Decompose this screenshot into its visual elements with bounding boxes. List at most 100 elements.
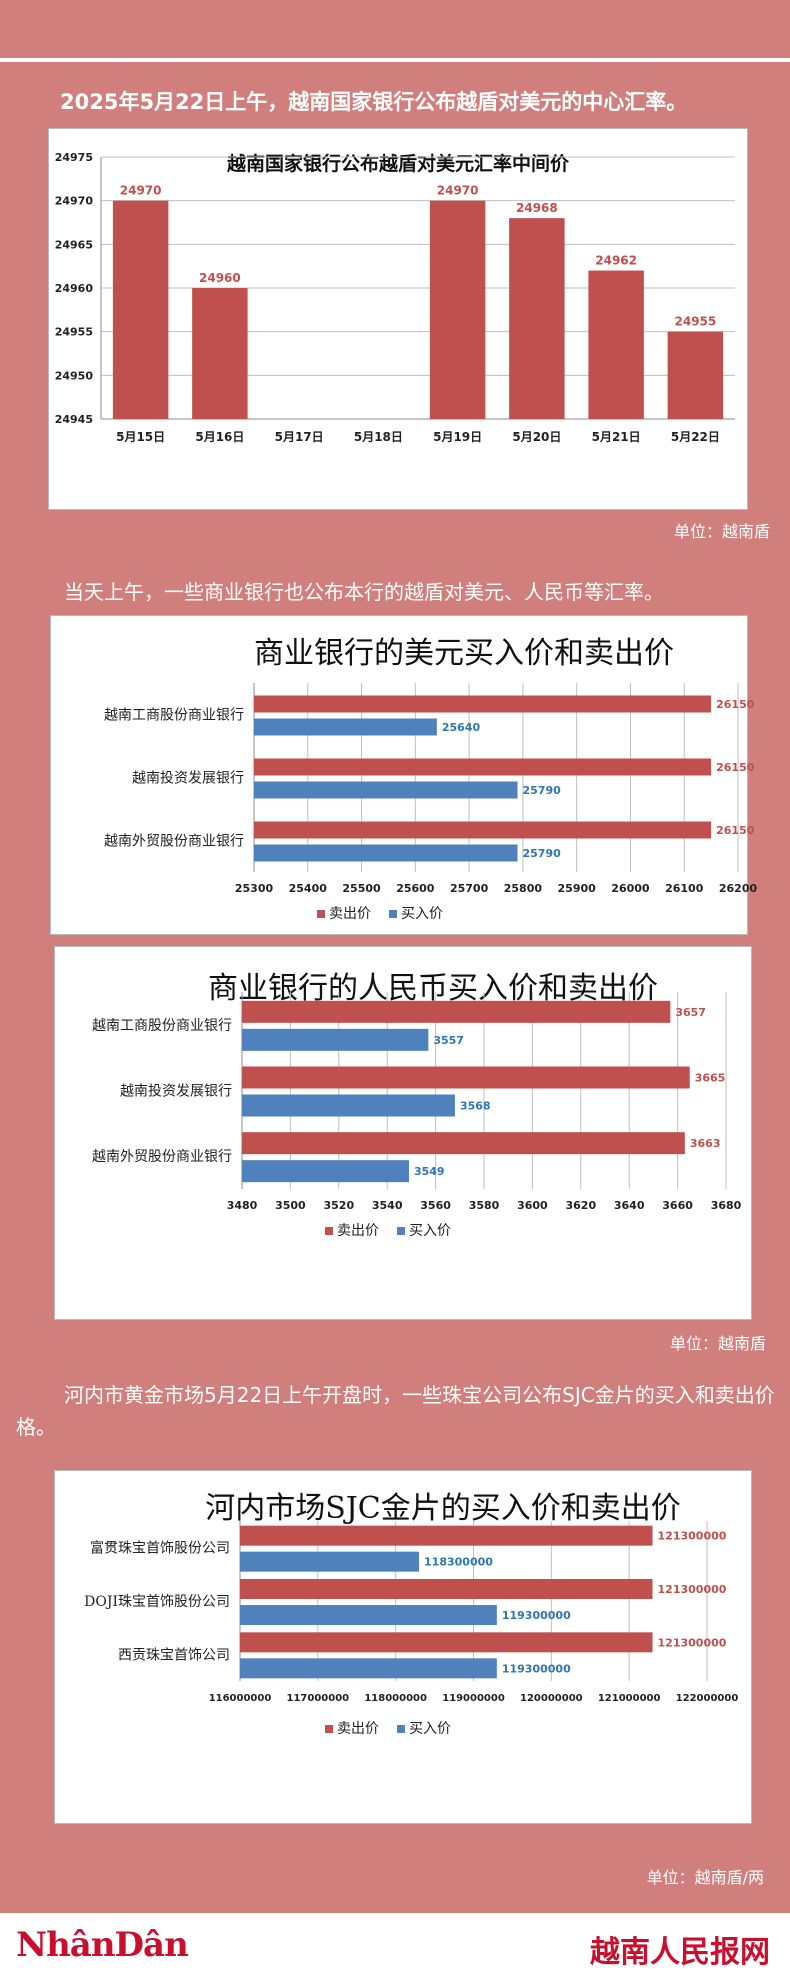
y-tick-label: 24950 [55,369,94,382]
sell-bar [240,1579,653,1599]
legend-label: 买入价 [409,1223,451,1239]
chart-title: 商业银行的美元买入价和卖出价 [254,636,674,671]
category-label: 越南投资发展银行 [120,1084,232,1100]
bar-value-label: 26150 [716,698,755,711]
x-tick-label: 3520 [323,1199,354,1212]
footer-bar: NhânDân 越南人民报网 [0,1913,790,1975]
bar-value-label: 118300000 [424,1556,493,1569]
y-tick-label: 24945 [55,413,93,426]
cny-rate-chart: 商业银行的人民币买入价和卖出价 3480 3500 3520 3540 3560 3580… [54,946,752,1320]
sell-bar [240,1525,653,1546]
x-tick-label: 3580 [469,1199,500,1212]
legend-label: 买入价 [401,906,443,922]
sell-bar [242,1000,671,1023]
x-tick-label: 3660 [662,1199,693,1212]
x-tick-label: 116000000 [209,1693,272,1704]
bar-value-label: 24955 [675,315,717,329]
cny-rate-plot: 3480 3500 3520 3540 3560 3580 3600 3620 3640 3660… [92,992,742,1239]
bar-value-label: 3665 [695,1072,726,1085]
intro-paragraph-1: 2025年5月22日上午，越南国家银行公布越盾对美元的中心汇率。 [60,90,688,114]
x-tick-label: 26100 [665,882,704,895]
buy-bar [242,1094,455,1117]
legend-swatch [325,1227,333,1235]
bar [667,331,724,419]
category-label: DOJI珠宝首饰股份公司 [84,1594,230,1610]
bar-value-label: 24962 [595,254,637,268]
bar-value-label: 119300000 [502,1662,571,1675]
sell-bar [242,1132,685,1155]
legend-swatch [397,1227,405,1235]
bar [509,218,565,419]
legend-swatch [325,1725,333,1733]
nhandan-logo[interactable]: NhânDân [16,1925,189,1965]
category-label: 越南工商股份商业银行 [92,1018,232,1034]
x-tick-label: 5月20日 [512,430,561,444]
gold-price-chart: 河内市场SJC金片的买入价和卖出价 116000000 117000000 1180… [54,1470,752,1824]
usd-rate-chart: 商业银行的美元买入价和卖出价 25300 25400 25500 25600 25700… [50,615,757,935]
category-label: 越南投资发展银行 [132,771,244,787]
intro-paragraph-2: 当天上午，一些商业银行也公布本行的越盾对美元、人民币等汇率。 [64,580,664,604]
bar-value-label: 3549 [414,1165,445,1178]
x-tick-label: 5月21日 [592,430,641,444]
bar-value-label: 25640 [442,721,481,734]
x-tick-label: 25800 [504,882,543,895]
y-tick-label: 24965 [55,238,93,251]
x-tick-label: 3620 [565,1199,596,1212]
bar-value-label: 25790 [523,784,562,797]
intro-paragraph-3: 河内市黄金市场5月22日上午开盘时，一些珠宝公司公布SJC金片的买入和卖出价格。 [16,1383,775,1439]
category-label: 越南工商股份商业银行 [104,708,244,724]
x-tick-label: 3600 [517,1199,548,1212]
sell-bar [240,1632,653,1653]
buy-bar [254,718,437,736]
x-tick-label: 25500 [342,882,381,895]
x-tick-label: 121000000 [598,1693,661,1704]
bar-value-label: 119300000 [502,1609,571,1622]
unit-label-1: 单位：越南盾 [673,522,770,541]
sell-bar [242,1066,690,1089]
legend-swatch [389,910,397,918]
x-tick-label: 5月18日 [354,430,403,444]
sell-bar [254,821,712,839]
chart-title: 越南国家银行公布越盾对美元汇率中间价 [226,153,569,175]
bar-value-label: 26150 [716,824,755,837]
legend-swatch [397,1725,405,1733]
x-tick-label: 118000000 [364,1693,427,1704]
legend-label: 卖出价 [329,906,371,922]
x-tick-label: 26200 [719,882,758,895]
bar-value-label: 24960 [199,271,241,285]
bar-value-label: 121300000 [658,1583,727,1596]
buy-bar [254,844,518,862]
bar-value-label: 25790 [523,847,562,860]
usd-rate-plot: 25300 25400 25500 25600 25700 25800 25900 26000… [104,683,757,922]
site-name-link[interactable]: 越南人民报网 [590,1935,770,1970]
legend-label: 买入价 [409,1721,451,1737]
bar-value-label: 3557 [433,1034,464,1047]
category-label: 富贯珠宝首饰股份公司 [90,1540,230,1557]
x-tick-label: 3680 [711,1199,742,1212]
x-tick-label: 3540 [372,1199,403,1212]
buy-bar [242,1028,429,1051]
bar-value-label: 24970 [437,184,479,198]
legend-label: 卖出价 [337,1721,379,1737]
x-tick-label: 3480 [227,1199,258,1212]
central-rate-plot: 24945 24950 24955 24960 24965 24970 24975 5月15日… [55,151,735,444]
sell-bar [254,695,712,713]
x-tick-label: 25400 [289,882,328,895]
x-tick-label: 5月22日 [671,430,720,444]
x-tick-label: 26000 [611,882,650,895]
category-label: 西贡珠宝首饰公司 [118,1647,230,1663]
header-divider [0,58,790,62]
category-label: 越南外贸股份商业银行 [104,834,244,850]
buy-bar [254,781,518,799]
bar-value-label: 121300000 [658,1636,727,1649]
unit-label-3: 单位：越南盾/两 [646,1868,764,1887]
sell-bar [254,758,712,776]
bar-value-label: 3568 [460,1100,491,1113]
central-rate-chart: 越南国家银行公布越盾对美元汇率中间价 24945 24950 24955 24960 2… [48,128,748,510]
x-tick-label: 122000000 [676,1693,739,1704]
x-tick-label: 119000000 [442,1693,505,1704]
x-tick-label: 25300 [235,882,274,895]
legend-swatch [317,910,325,918]
gold-price-plot: 116000000 117000000 118000000 119000000 1200… [84,1521,739,1737]
bar [429,200,486,419]
